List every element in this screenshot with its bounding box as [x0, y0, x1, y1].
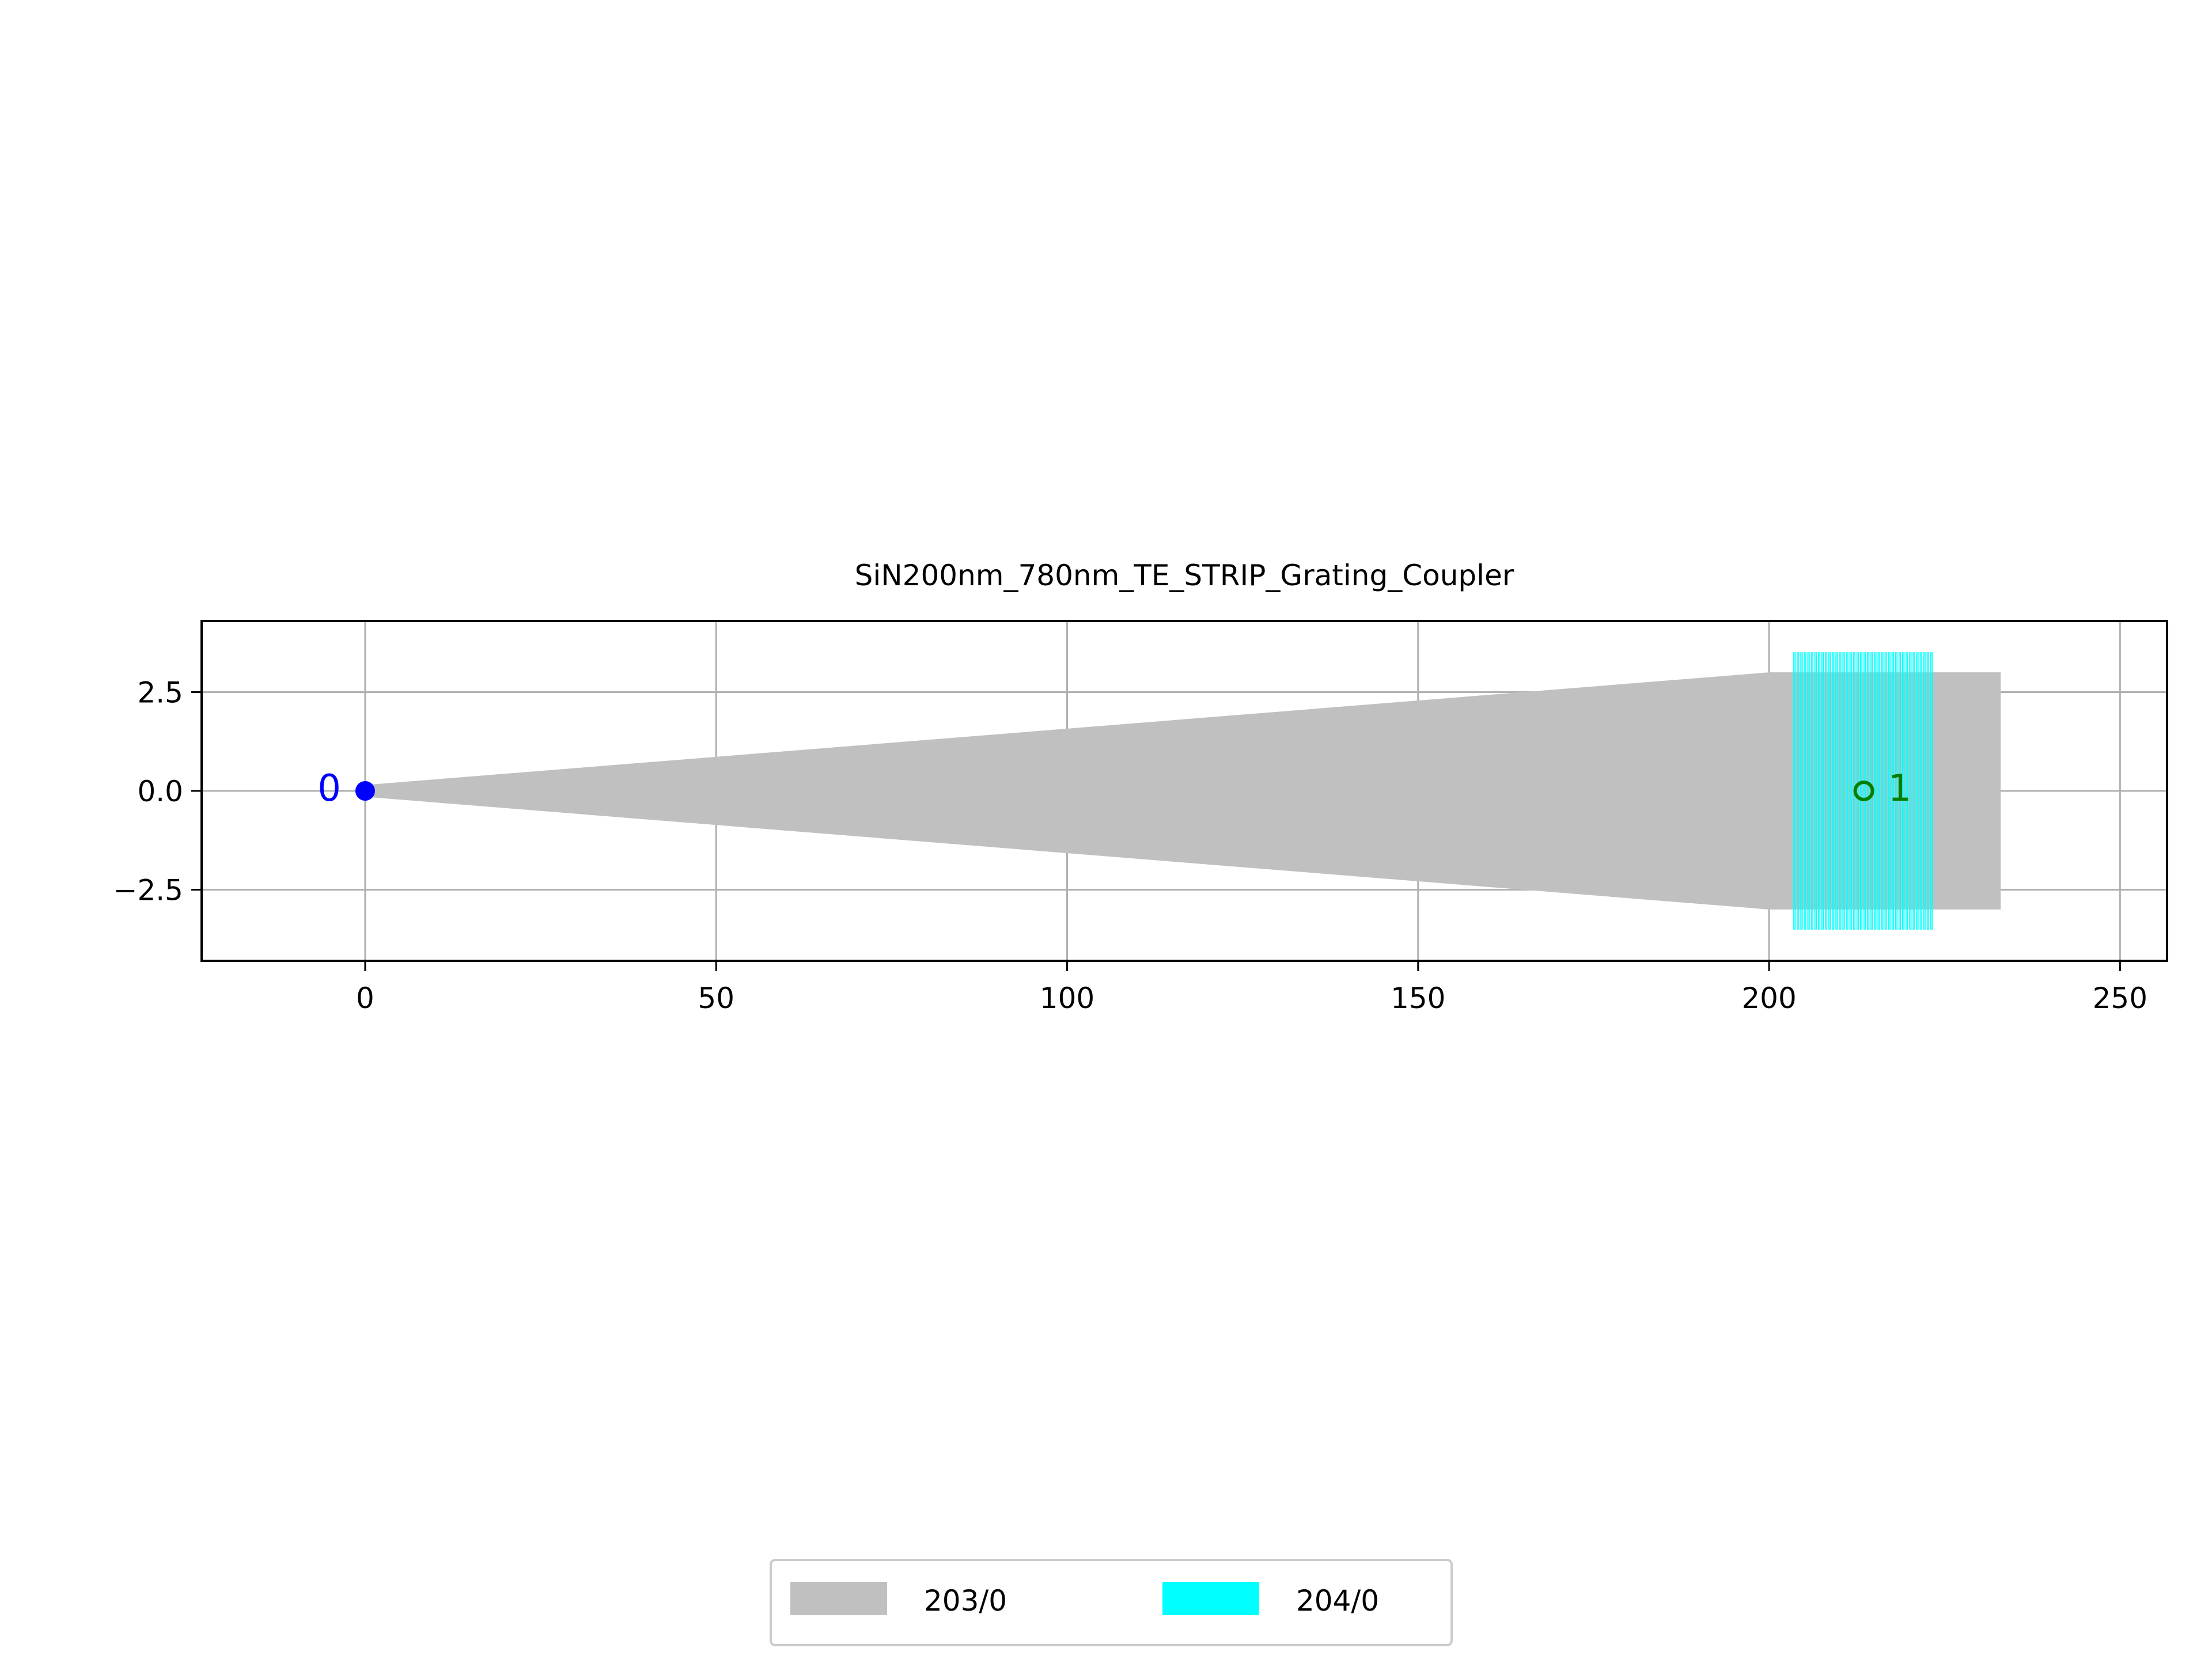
- grating-tooth-9: [1824, 652, 1828, 930]
- grating-tooth-33: [1909, 652, 1912, 930]
- layer-203-0-shapes: [365, 672, 2001, 910]
- grating-tooth-1: [1797, 652, 1800, 930]
- grating-tooth-6: [1814, 652, 1817, 930]
- x-tick-label-4: 200: [1741, 982, 1796, 1015]
- grating-tooth-7: [1817, 652, 1821, 930]
- grating-tooth-26: [1884, 652, 1887, 930]
- legend-label-204-0: 204/0: [1296, 1584, 1379, 1618]
- y-tick-label-0: 2.5: [137, 676, 183, 709]
- y-tick-label-1: 0.0: [137, 775, 183, 808]
- grating-tooth-23: [1874, 652, 1877, 930]
- grating-tooth-30: [1898, 652, 1902, 930]
- grating-tooth-11: [1832, 652, 1835, 930]
- grating-tooth-8: [1821, 652, 1824, 930]
- layer-204-0-shapes: [1793, 652, 1933, 930]
- legend-frame: [770, 1559, 1453, 1646]
- grating-tooth-37: [1923, 652, 1926, 930]
- grating-tooth-34: [1912, 652, 1915, 930]
- grating-tooth-36: [1919, 652, 1922, 930]
- legend-label-203-0: 203/0: [924, 1584, 1007, 1618]
- grating-tooth-25: [1881, 652, 1884, 930]
- x-tick-label-0: 0: [356, 982, 374, 1015]
- grating-tooth-39: [1930, 652, 1933, 930]
- y-axis-ticks: 2.5 0.0 −2.5: [113, 676, 202, 907]
- grating-tooth-0: [1793, 652, 1796, 930]
- grating-tooth-12: [1835, 652, 1838, 930]
- x-tick-label-5: 250: [2093, 982, 2147, 1015]
- grating-tooth-15: [1846, 652, 1849, 930]
- grating-tooth-20: [1863, 652, 1866, 930]
- chart-title: SiN200nm_780nm_TE_STRIP_Grating_Coupler: [855, 559, 1514, 592]
- grating-tooth-10: [1828, 652, 1831, 930]
- grating-tooth-31: [1902, 652, 1905, 930]
- grating-tooth-24: [1877, 652, 1880, 930]
- port-1-marker: [1853, 781, 1874, 801]
- x-tick-label-2: 100: [1040, 982, 1094, 1015]
- grating-tooth-29: [1895, 652, 1898, 930]
- legend-swatch-203-0: [790, 1582, 887, 1615]
- y-tick-label-2: −2.5: [113, 874, 183, 907]
- grating-tooth-14: [1842, 652, 1845, 930]
- grating-tooth-16: [1849, 652, 1852, 930]
- port-0-label: 0: [317, 767, 341, 810]
- layer-203-0-polygon-0: [365, 672, 2001, 910]
- grating-tooth-3: [1804, 652, 1806, 930]
- legend-swatch-204-0: [1162, 1582, 1259, 1615]
- grating-tooth-21: [1867, 652, 1870, 930]
- grating-tooth-13: [1839, 652, 1842, 930]
- port-0-marker: [355, 781, 375, 801]
- grating-tooth-27: [1888, 652, 1891, 930]
- grating-tooth-38: [1926, 652, 1929, 930]
- legend: 203/0 204/0: [770, 1559, 1453, 1646]
- x-tick-label-3: 150: [1391, 982, 1445, 1015]
- grating-tooth-18: [1856, 652, 1859, 930]
- grating-tooth-19: [1859, 652, 1863, 930]
- grating-tooth-32: [1906, 652, 1908, 930]
- x-tick-label-1: 50: [698, 982, 734, 1015]
- grating-tooth-5: [1810, 652, 1813, 930]
- grating-tooth-4: [1807, 652, 1810, 930]
- grating-tooth-35: [1916, 652, 1919, 930]
- x-axis-ticks: 0 50 100 150 200 250: [356, 961, 2147, 1015]
- grating-tooth-28: [1891, 652, 1894, 930]
- port-1-label: 1: [1888, 767, 1912, 810]
- grating-tooth-2: [1800, 652, 1803, 930]
